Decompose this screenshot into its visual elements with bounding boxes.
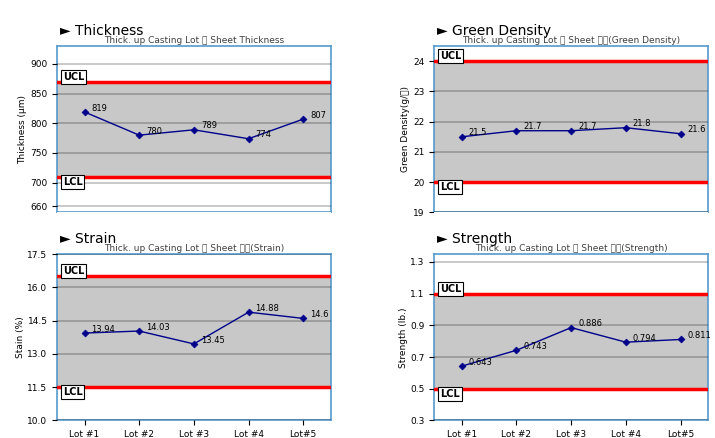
Text: LCL: LCL <box>440 389 460 399</box>
Bar <box>57 254 330 276</box>
Text: ► Green Density: ► Green Density <box>437 25 551 39</box>
Title: Thick. up Casting Lot 별 Sheet 특성(Strain): Thick. up Casting Lot 별 Sheet 특성(Strain) <box>104 244 284 253</box>
Title: Thick. up Casting Lot 별 Sheet 특성(Strength): Thick. up Casting Lot 별 Sheet 특성(Strengt… <box>475 244 668 253</box>
Text: 774: 774 <box>255 131 272 139</box>
Text: 0.743: 0.743 <box>523 342 547 351</box>
Text: 789: 789 <box>201 121 217 131</box>
Text: 21.7: 21.7 <box>523 122 542 131</box>
X-axis label: Thick. up Casting Lot: Thick. up Casting Lot <box>147 234 242 243</box>
Text: 21.8: 21.8 <box>633 119 651 128</box>
Y-axis label: Strength (Ib.): Strength (Ib.) <box>398 307 408 367</box>
Text: ► Strain: ► Strain <box>60 233 116 247</box>
Text: 14.03: 14.03 <box>146 323 170 332</box>
Text: 819: 819 <box>92 103 107 113</box>
X-axis label: Thick. up Casting Lot: Thick. up Casting Lot <box>523 234 618 243</box>
Text: 21.7: 21.7 <box>578 122 596 131</box>
Bar <box>57 177 330 212</box>
Text: UCL: UCL <box>63 266 84 276</box>
Y-axis label: Thickness (μm): Thickness (μm) <box>19 95 27 164</box>
Title: Thick. up Casting Lot 별 Sheet 특성(Green Density): Thick. up Casting Lot 별 Sheet 특성(Green D… <box>462 36 680 45</box>
Text: UCL: UCL <box>440 51 461 61</box>
Text: 14.88: 14.88 <box>255 304 280 313</box>
Text: 0.886: 0.886 <box>578 319 602 328</box>
Bar <box>435 46 708 61</box>
Text: ► Thickness: ► Thickness <box>60 25 143 39</box>
Text: 13.45: 13.45 <box>201 336 225 345</box>
Bar <box>435 389 708 420</box>
Y-axis label: Stain (%): Stain (%) <box>16 316 24 358</box>
Text: 807: 807 <box>310 111 326 120</box>
Bar <box>57 46 330 81</box>
Bar <box>57 387 330 420</box>
Bar <box>435 182 708 212</box>
Text: 780: 780 <box>146 127 162 136</box>
Text: UCL: UCL <box>440 284 461 293</box>
Text: 13.94: 13.94 <box>92 325 115 334</box>
Text: LCL: LCL <box>440 182 460 192</box>
Text: UCL: UCL <box>63 72 84 81</box>
Text: 0.643: 0.643 <box>469 358 493 367</box>
Title: Thick. up Casting Lot 별 Sheet Thickness: Thick. up Casting Lot 별 Sheet Thickness <box>104 36 284 45</box>
Text: 14.6: 14.6 <box>310 310 329 319</box>
Text: 21.5: 21.5 <box>469 128 487 138</box>
Text: LCL: LCL <box>63 177 82 187</box>
Text: 0.794: 0.794 <box>633 334 656 343</box>
Y-axis label: Green Density(g/㎡): Green Density(g/㎡) <box>401 86 410 172</box>
Text: 21.6: 21.6 <box>687 125 706 134</box>
Text: ► Strength: ► Strength <box>437 233 513 247</box>
Text: LCL: LCL <box>63 387 82 397</box>
Text: 0.811: 0.811 <box>687 331 711 340</box>
Bar <box>435 254 708 293</box>
